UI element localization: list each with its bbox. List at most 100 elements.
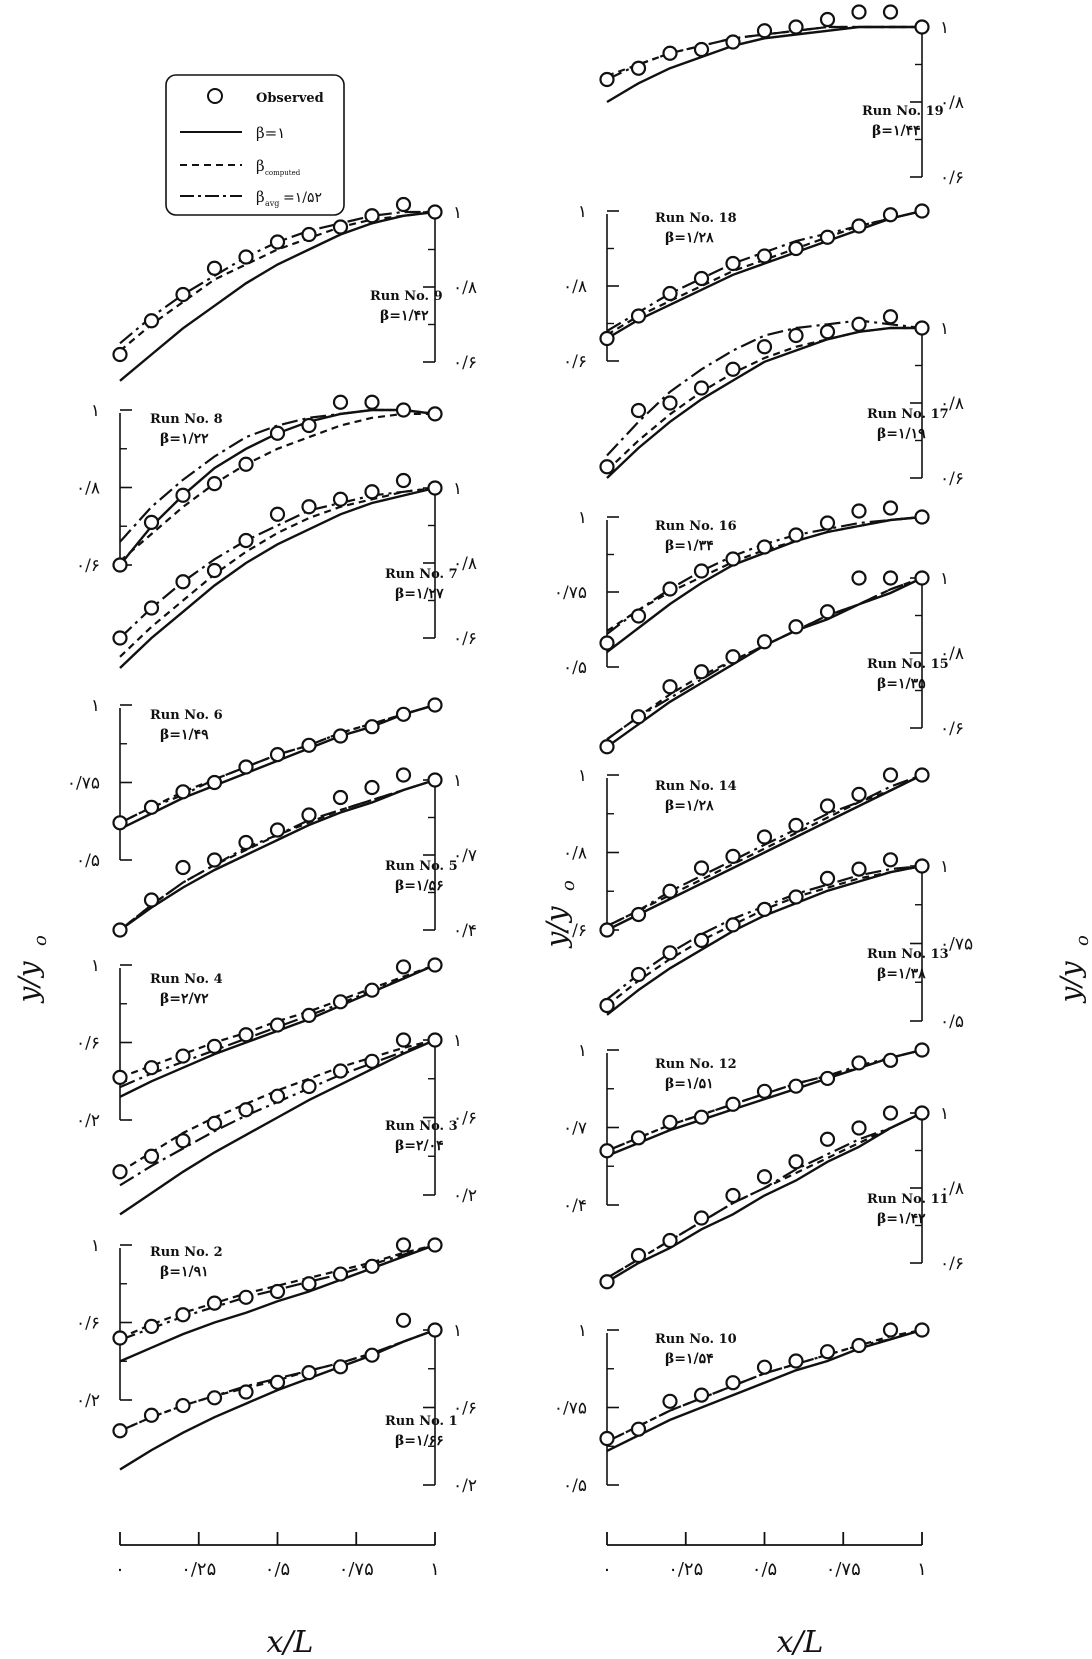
x-axis-tick-label: ۱ [917,1559,927,1580]
observed-point [271,824,284,837]
y-axis-title-left-sub: o [30,935,51,946]
run-beta-label: β=۲/۰۴ [395,1138,444,1154]
x-axis-tick-label: ۰/۷۵ [339,1559,374,1580]
observed-point [821,325,834,338]
panel-tick-label: ۰/۸ [76,479,100,499]
panel-8: ۱۰/۸۰/۶Run No. 8β=۱/۲۲ [76,396,442,576]
panel-tick-label: ۱ [578,202,587,222]
observed-point [303,1080,316,1093]
observed-point [853,318,866,331]
panel-tick-label: ۱ [91,1236,100,1256]
observed-point [632,1131,645,1144]
observed-point [177,1399,190,1412]
observed-point [397,474,410,487]
observed-point [208,564,221,577]
observed-point [240,1028,253,1041]
observed-point [114,924,127,937]
observed-point [632,610,645,623]
observed-point [601,73,614,86]
beta-one-curve [607,211,922,339]
panel-13: ۱۰/۷۵۰/۵Run No. 13β=۱/۳۸ [601,853,974,1032]
beta-one-curve [120,1330,435,1470]
observed-point [695,382,708,395]
panel-tick-label: ۱ [940,569,949,589]
observed-point [758,1085,771,1098]
observed-point [366,984,379,997]
observed-point [208,1297,221,1310]
observed-point [758,24,771,37]
panel-4: ۱۰/۶۰/۲Run No. 4β=۲/۷۲ [76,956,442,1131]
observed-point [727,553,740,566]
observed-point [334,730,347,743]
panel-tick-label: ۰/۵ [563,1476,587,1496]
run-beta-label: β=۱/۳۵ [877,676,926,692]
observed-point [601,740,614,753]
observed-point [916,511,929,524]
beta-computed-curve [120,212,435,351]
panel-tick-label: ۰/۶ [453,353,477,373]
beta-one-curve [607,517,922,652]
panel-tick-label: ۰/۶ [76,1034,100,1054]
run-label: Run No. 10 [655,1332,737,1347]
observed-point [366,1349,379,1362]
panel-tick-label: ۰/۸ [563,844,587,864]
panel-tick-label: ۰/۸ [563,277,587,297]
panel-18: ۱۰/۸۰/۶Run No. 18β=۱/۲۸ [563,202,929,372]
run-label: Run No. 12 [655,1057,737,1072]
run-label: Run No. 2 [150,1245,223,1260]
observed-point [303,1009,316,1022]
observed-point [601,1432,614,1445]
run-beta-label: β=۱/۹۱ [160,1264,209,1280]
panel-tick-label: ۰/۲ [76,1391,100,1411]
observed-point [177,575,190,588]
run-beta-label: β=۱/۵۴ [665,1351,714,1367]
observed-point [334,221,347,234]
observed-point [429,206,442,219]
observed-point [758,635,771,648]
observed-point [240,1386,253,1399]
observed-point [916,21,929,34]
observed-point [727,918,740,931]
observed-point [303,1366,316,1379]
legend-observed-marker [208,89,222,103]
observed-point [790,819,803,832]
observed-point [114,1165,127,1178]
observed-point [271,1376,284,1389]
run-beta-label: β=۲/۷۲ [160,991,209,1007]
y-axis-title-left-main: y/y [12,960,45,1004]
observed-point [727,1376,740,1389]
observed-point [695,934,708,947]
observed-point [271,748,284,761]
observed-point [853,788,866,801]
legend-beta-computed-symbol: β [256,157,265,175]
observed-point [397,769,410,782]
observed-point [916,205,929,218]
panel-tick-label: ۰/۷۵ [554,1399,587,1419]
observed-point [177,785,190,798]
legend-beta-avg-subscript: avg [265,199,279,208]
observed-point [177,288,190,301]
observed-point [695,1389,708,1402]
observed-point [695,862,708,875]
observed-point [429,1239,442,1252]
observed-point [884,1054,897,1067]
observed-point [821,517,834,530]
run-beta-label: β=۱/۴۹ [160,727,209,743]
observed-point [208,854,221,867]
observed-point [790,21,803,34]
panel-tick-label: ۰/۶ [453,629,477,649]
run-beta-label: β=۱/۴۴ [872,123,921,139]
observed-point [366,1260,379,1273]
observed-point [884,1107,897,1120]
observed-point [790,1080,803,1093]
panel-tick-label: ۱ [453,1321,462,1341]
observed-point [334,1268,347,1281]
observed-point [664,885,677,898]
observed-point [758,831,771,844]
y-axis-title-right-main: y/y [1054,960,1087,1004]
panel-15: ۱۰/۸۰/۶Run No. 15β=۱/۳۵ [601,569,965,753]
observed-point [758,1170,771,1183]
panel-tick-label: ۱ [940,319,949,339]
observed-point [884,1324,897,1337]
